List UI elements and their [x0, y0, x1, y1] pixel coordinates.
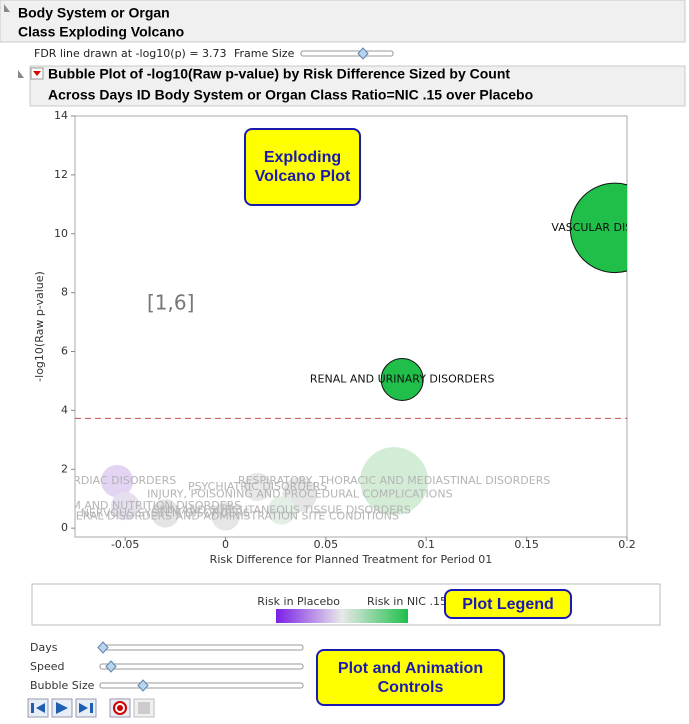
control-label: Bubble Size — [30, 679, 95, 692]
disclosure-icon[interactable] — [4, 4, 10, 12]
callout: Plot and Animation Controls — [316, 649, 505, 706]
plot-header-box — [29, 65, 686, 107]
bubble-size-slider[interactable] — [99, 682, 304, 689]
bubble-label: RESPIRATORY, THORACIC AND MEDIASTINAL DI… — [238, 474, 550, 487]
bubble-label: GENERAL DISORDERS AND ADMINISTRATION SIT… — [52, 509, 399, 522]
header-title: Body System or Organ — [18, 5, 170, 21]
speed-slider[interactable] — [99, 663, 304, 670]
annotation: [1,6] — [147, 291, 194, 315]
y-tick-label: 10 — [54, 227, 68, 240]
bubble — [380, 358, 424, 401]
bubble-label: NERVOUS SYSTEM DISORDERS — [81, 506, 250, 519]
y-tick-label: 6 — [61, 345, 68, 358]
bubble-label: INJURY, POISONING AND PROCEDURAL COMPLIC… — [147, 487, 453, 500]
y-tick-label: 4 — [61, 403, 68, 416]
plot-header: Across Days ID Body System or Organ Clas… — [48, 87, 533, 103]
x-tick-label: 0.1 — [418, 538, 436, 551]
step-forward-button[interactable] — [75, 698, 97, 718]
bubble-label: METABOLISM AND NUTRITION DISORDERS — [9, 499, 241, 512]
y-tick-label: 2 — [61, 462, 68, 475]
bubble — [111, 491, 140, 521]
bubble — [151, 499, 180, 528]
x-axis-label: Risk Difference for Planned Treatment fo… — [210, 553, 493, 566]
play-button[interactable] — [51, 698, 73, 718]
record-button[interactable] — [109, 698, 131, 718]
fdr-text: FDR line drawn at -log10(p) = 3.73 — [34, 47, 227, 60]
plot-area: [1,6] VASCULAR DISORDERS RENAL AND URINARY… — [9, 182, 678, 531]
step-back-button[interactable] — [27, 698, 49, 718]
menu-arrow — [33, 71, 41, 76]
y-tick-label: 8 — [61, 286, 68, 299]
y-tick-label: 12 — [54, 168, 68, 181]
legend-label: Risk in Placebo — [257, 595, 340, 608]
x-tick-label: -0.05 — [111, 538, 139, 551]
legend-label: Risk in NIC .15 — [367, 595, 447, 608]
x-tick-label: 0.15 — [514, 538, 539, 551]
x-tick-label: 0.2 — [618, 538, 636, 551]
legend-gradient — [276, 609, 408, 623]
slider-thumb[interactable] — [357, 47, 369, 60]
callout: Plot Legend — [444, 589, 572, 619]
header-box — [0, 0, 686, 43]
y-tick-label: 14 — [54, 109, 68, 122]
bubble-label: VASCULAR DISORDERS — [551, 221, 678, 234]
frame-slider[interactable] — [300, 50, 394, 57]
callout: Exploding Volcano Plot — [244, 128, 361, 206]
disclosure-icon[interactable] — [18, 70, 24, 78]
bubble — [243, 472, 272, 502]
days-slider[interactable] — [99, 644, 304, 651]
bubble-label: SKIN AND SUBCUTANEOUS TISSUE DISORDERS — [153, 504, 411, 517]
control-label: Speed — [30, 660, 64, 673]
bubble — [360, 447, 429, 515]
bubble-label: PSYCHIATRIC DISORDERS — [188, 480, 327, 493]
bubble-label: RENAL AND URINARY DISORDERS — [310, 372, 495, 385]
bubble — [211, 502, 240, 531]
control-label: Days — [30, 641, 58, 654]
slider-thumb[interactable] — [97, 641, 109, 654]
plot-header: Bubble Plot of -log10(Raw p-value) by Ri… — [48, 66, 510, 82]
header-title: Class Exploding Volcano — [18, 24, 184, 40]
x-tick-label: 0 — [222, 538, 229, 551]
bubble — [569, 182, 627, 274]
slider-thumb[interactable] — [137, 679, 149, 692]
save-button[interactable] — [133, 698, 155, 718]
x-tick-label: 0.05 — [314, 538, 339, 551]
bubble-label: CARDIAC DISORDERS — [58, 474, 176, 487]
slider-thumb[interactable] — [105, 660, 117, 673]
bubble — [267, 496, 296, 525]
bubble — [101, 464, 134, 498]
y-tick-label: 0 — [61, 521, 68, 534]
y-axis-label: -log10(Raw p-value) — [33, 271, 46, 382]
frame-size-label: Frame Size — [234, 47, 295, 60]
